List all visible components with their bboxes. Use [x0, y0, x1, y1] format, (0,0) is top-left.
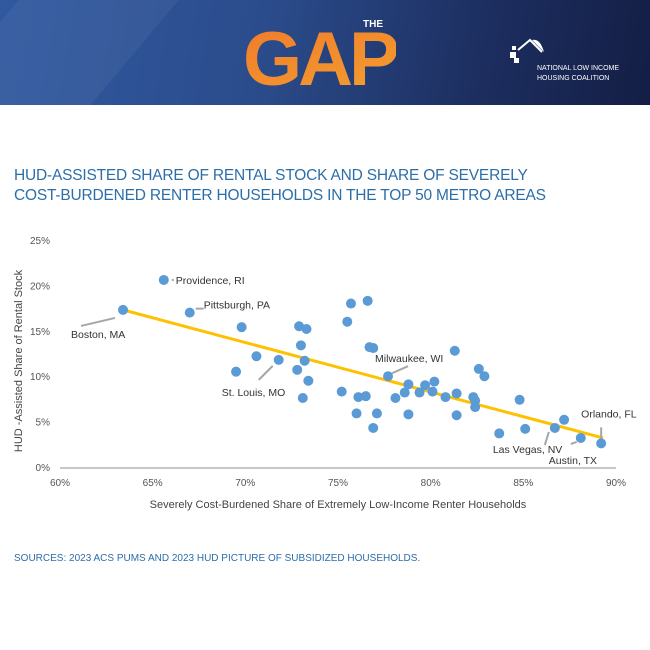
data-point: [303, 375, 314, 386]
data-point: [368, 422, 379, 433]
title-line-2: COST-BURDENED RENTER HOUSEHOLDS IN THE T…: [14, 187, 546, 204]
data-point: [351, 408, 362, 419]
point-label: Orlando, FL: [581, 408, 637, 420]
data-point: [301, 323, 312, 334]
data-point: [549, 422, 560, 433]
data-point: [451, 410, 462, 421]
data-point: [399, 387, 410, 398]
org-name-line2: HOUSING COALITION: [537, 75, 610, 82]
y-tick-label: 0%: [36, 463, 51, 474]
leader-line: [80, 316, 116, 327]
the-gap-logo: GAP: [243, 17, 400, 102]
leader-line: [543, 431, 550, 446]
the-gap-logo-the: THE: [363, 19, 383, 30]
point-label: Providence, RI: [176, 275, 245, 287]
x-tick-label: 65%: [143, 478, 163, 489]
data-point: [403, 379, 414, 390]
x-tick-label: 60%: [50, 478, 70, 489]
data-point: [295, 340, 306, 351]
y-axis-label: HUD -Assisted Share of Rental Stock: [13, 269, 25, 452]
point-label: Boston, MA: [71, 329, 125, 341]
x-tick-label: 90%: [606, 478, 626, 489]
leader-line: [570, 440, 578, 445]
data-point: [251, 351, 262, 362]
data-point: [429, 376, 440, 387]
trend-line: [122, 308, 604, 440]
point-label: Austin, TX: [549, 455, 597, 467]
data-point: [158, 274, 169, 285]
data-point: [575, 432, 586, 443]
org-name-line1: NATIONAL LOW INCOME: [537, 65, 620, 72]
data-point: [184, 307, 195, 318]
point-label: Las Vegas, NV: [493, 444, 562, 456]
data-point: [449, 345, 460, 356]
data-point: [390, 392, 401, 403]
data-point: [360, 391, 371, 402]
data-point: [494, 428, 505, 439]
data-point: [520, 423, 531, 434]
data-point: [383, 371, 394, 382]
x-axis-label: Severely Cost-Burdened Share of Extremel…: [150, 499, 527, 511]
y-tick-label: 25%: [30, 236, 50, 247]
data-point: [470, 402, 481, 413]
data-point: [273, 354, 284, 365]
data-point: [299, 355, 310, 366]
data-point: [353, 392, 364, 403]
x-tick-label: 85%: [513, 478, 533, 489]
data-point: [362, 295, 373, 306]
point-label: Milwaukee, WI: [375, 353, 443, 365]
data-point: [451, 388, 462, 399]
data-point: [371, 408, 382, 419]
data-point: [236, 322, 247, 333]
leader-line: [257, 365, 274, 381]
data-point: [414, 387, 425, 398]
data-point: [596, 438, 607, 449]
data-point: [427, 386, 438, 397]
y-tick-label: 20%: [30, 281, 50, 292]
title-line-1: HUD-ASSISTED SHARE OF RENTAL STOCK AND S…: [14, 167, 528, 184]
leader-line: [391, 365, 409, 375]
data-point: [342, 316, 353, 327]
data-point: [440, 392, 451, 403]
nlihc-house-icon: [510, 38, 544, 63]
data-point: [345, 298, 356, 309]
x-tick-label: 70%: [235, 478, 255, 489]
data-point: [403, 409, 414, 420]
data-point: [297, 392, 308, 403]
data-point: [231, 366, 242, 377]
data-point: [292, 364, 303, 375]
x-tick-label: 75%: [328, 478, 348, 489]
y-tick-label: 10%: [30, 372, 50, 383]
point-label: St. Louis, MO: [222, 387, 286, 399]
chart-title: HUD-ASSISTED SHARE OF RENTAL STOCK AND S…: [14, 166, 546, 206]
header-banner: GAP THE NATIONAL LOW INCOME HOUSING COAL…: [0, 0, 650, 105]
data-point: [368, 343, 379, 354]
point-label: Pittsburgh, PA: [204, 300, 270, 312]
data-point: [473, 363, 484, 374]
x-tick-label: 80%: [421, 478, 441, 489]
data-point: [479, 371, 490, 382]
data-point: [420, 380, 431, 391]
data-point: [118, 304, 129, 315]
nlihc-logo-text: NATIONAL LOW INCOME HOUSING COALITION: [537, 64, 619, 84]
data-point: [514, 394, 525, 405]
data-point: [559, 414, 570, 425]
data-point: [336, 386, 347, 397]
y-tick-label: 15%: [30, 327, 50, 338]
decorative-stripe: [0, 0, 179, 105]
scatter-chart: 0% 5% 10% 15% 20% 25% 60% 65% 70% 75% 80% 85% 90% Bo…: [13, 236, 637, 511]
sources-note: SOURCES: 2023 ACS PUMS AND 2023 HUD PICT…: [14, 553, 421, 564]
y-tick-label: 5%: [36, 418, 51, 429]
